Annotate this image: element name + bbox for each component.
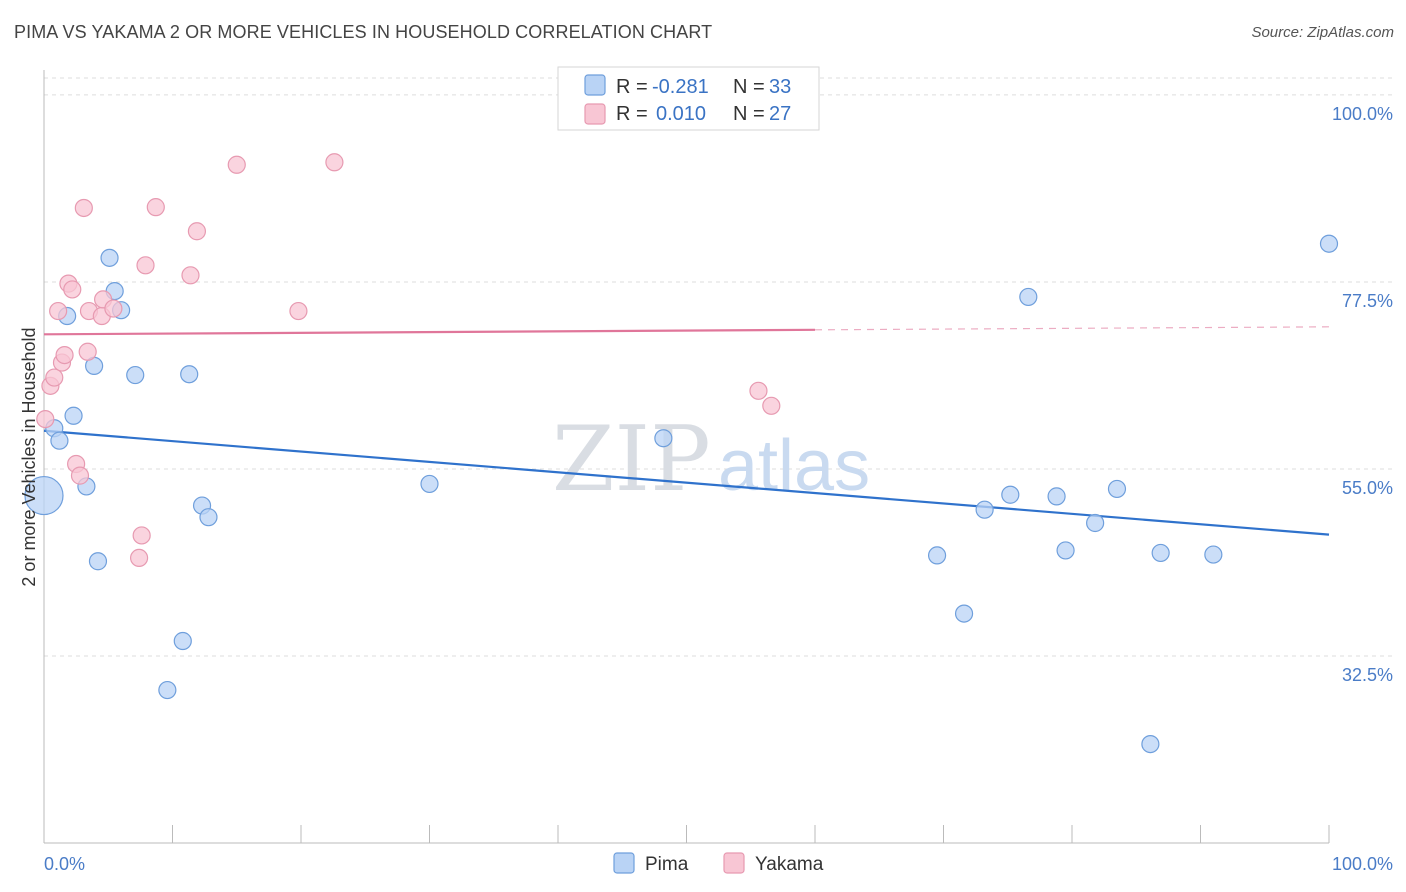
- data-point-pima: [50, 431, 69, 450]
- y-tick-label: 100.0%: [1332, 104, 1393, 124]
- legend-n-label-pima: N =: [733, 76, 765, 98]
- data-point-pima: [654, 429, 673, 448]
- legend-swatch-pima: [584, 74, 606, 96]
- legend-n-value-yakama: 27: [769, 103, 791, 125]
- data-point-pima: [975, 500, 994, 519]
- series-legend-swatch-yakama: [723, 852, 745, 874]
- data-point-yakama: [45, 368, 64, 387]
- data-point-pima: [1204, 545, 1223, 564]
- gridlines: [44, 77, 1394, 657]
- data-point-pima: [173, 631, 192, 651]
- data-point-pima: [100, 248, 119, 267]
- data-point-pima: [88, 552, 108, 571]
- data-point-pima: [1001, 485, 1020, 504]
- chart-title: PIMA VS YAKAMA 2 OR MORE VEHICLES IN HOU…: [14, 22, 713, 42]
- data-point-yakama: [749, 381, 768, 400]
- trend-line-yakama: [43, 328, 816, 336]
- data-point-pima: [1056, 541, 1075, 560]
- legend-r-value-yakama: 0.010: [656, 103, 706, 125]
- data-point-yakama: [78, 342, 97, 361]
- y-tick-labels: 32.5% 55.0% 77.5% 100.0%: [1332, 104, 1393, 685]
- data-point-yakama: [70, 466, 90, 485]
- data-point-yakama: [325, 153, 344, 172]
- data-point-yakama: [136, 256, 155, 275]
- source-credit: Source: ZipAtlas.com: [1251, 24, 1394, 41]
- data-point-yakama: [55, 345, 74, 365]
- watermark-zip: ZIP: [552, 407, 711, 512]
- data-point-pima: [180, 365, 199, 384]
- trend-lines: [43, 326, 1330, 536]
- data-point-pima: [1319, 234, 1339, 253]
- data-point-yakama: [762, 396, 781, 415]
- data-point-yakama: [74, 198, 93, 218]
- data-point-pima: [927, 546, 947, 565]
- correlation-legend: R = -0.281 N = 33 R = 0.010 N = 27: [557, 66, 820, 131]
- data-point-yakama: [49, 301, 68, 321]
- series-legend-label-pima: Pima: [645, 854, 689, 875]
- x-axis-ticks: [43, 825, 1330, 843]
- x-tick-labels: 0.0% 100.0%: [44, 854, 1393, 874]
- y-tick-label: 77.5%: [1342, 291, 1393, 311]
- data-point-pima: [24, 475, 64, 516]
- series-legend: Pima Yakama: [613, 852, 824, 875]
- y-axis-label: 2 or more Vehicles in Household: [19, 327, 39, 586]
- trend-line-pima: [43, 429, 1330, 536]
- x-tick-label-min: 0.0%: [44, 854, 85, 874]
- watermark: ZIP atlas: [552, 407, 870, 512]
- y-tick-label: 32.5%: [1342, 665, 1393, 685]
- y-tick-label: 55.0%: [1342, 478, 1393, 498]
- data-point-pima: [158, 680, 177, 700]
- data-point-yakama: [187, 222, 207, 241]
- legend-r-label-pima: R =: [616, 76, 648, 98]
- series-legend-swatch-pima: [613, 852, 635, 874]
- series-legend-label-yakama: Yakama: [755, 854, 824, 875]
- legend-n-label-yakama: N =: [733, 103, 765, 125]
- data-point-pima: [420, 474, 439, 494]
- data-point-pima: [1107, 479, 1127, 499]
- data-points: [24, 153, 1339, 754]
- data-point-yakama: [104, 299, 123, 318]
- legend-swatch-yakama: [584, 103, 606, 125]
- data-point-pima: [1141, 734, 1160, 754]
- data-point-pima: [1086, 513, 1105, 533]
- data-point-pima: [199, 508, 218, 527]
- data-point-pima: [1047, 487, 1066, 506]
- data-point-yakama: [289, 301, 308, 321]
- x-tick-label-max: 100.0%: [1332, 854, 1393, 874]
- data-point-pima: [1019, 287, 1038, 307]
- data-point-yakama: [63, 280, 82, 299]
- data-point-pima: [126, 365, 145, 385]
- data-point-pima: [1151, 543, 1170, 563]
- data-point-yakama: [132, 526, 151, 545]
- trend-line-extension-yakama: [814, 326, 1330, 331]
- legend-r-value-pima: -0.281: [652, 76, 709, 98]
- legend-r-label-yakama: R =: [616, 103, 648, 125]
- data-point-yakama: [227, 155, 246, 174]
- data-point-yakama: [129, 548, 149, 568]
- data-point-yakama: [181, 266, 200, 285]
- legend-n-value-pima: 33: [769, 76, 791, 98]
- data-point-pima: [64, 406, 83, 425]
- data-point-yakama: [36, 409, 55, 429]
- data-point-pima: [954, 604, 974, 623]
- data-point-yakama: [146, 198, 165, 217]
- watermark-atlas: atlas: [718, 426, 870, 506]
